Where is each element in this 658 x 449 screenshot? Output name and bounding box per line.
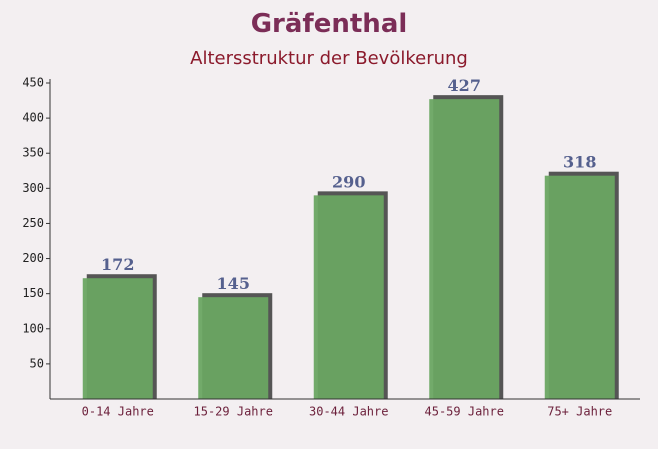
y-tick-label: 200 — [22, 251, 44, 265]
y-tick-label: 100 — [22, 321, 44, 335]
value-label: 427 — [448, 76, 481, 95]
x-tick-label: 45-59 Jahre — [425, 405, 504, 419]
y-tick-label: 300 — [22, 181, 44, 195]
y-tick-label: 450 — [22, 76, 44, 90]
x-tick-label: 15-29 Jahre — [194, 405, 273, 419]
x-tick-label: 0-14 Jahre — [82, 405, 154, 419]
value-label: 318 — [563, 153, 596, 172]
bar — [544, 175, 615, 399]
y-tick-label: 350 — [22, 146, 44, 160]
y-tick-label: 250 — [22, 216, 44, 230]
bar — [198, 297, 269, 399]
chart-title: Gräfenthal — [251, 9, 408, 39]
bar — [313, 195, 384, 399]
x-tick-label: 75+ Jahre — [547, 405, 612, 419]
chart-subtitle: Altersstruktur der Bevölkerung — [190, 48, 468, 69]
bar — [429, 99, 500, 399]
value-label: 145 — [217, 274, 250, 293]
y-tick-label: 50 — [30, 356, 44, 370]
bar — [82, 278, 153, 399]
value-label: 172 — [101, 255, 134, 274]
value-label: 290 — [332, 172, 365, 191]
y-tick-label: 150 — [22, 286, 44, 300]
x-tick-label: 30-44 Jahre — [309, 405, 388, 419]
y-tick-label: 400 — [22, 111, 44, 125]
